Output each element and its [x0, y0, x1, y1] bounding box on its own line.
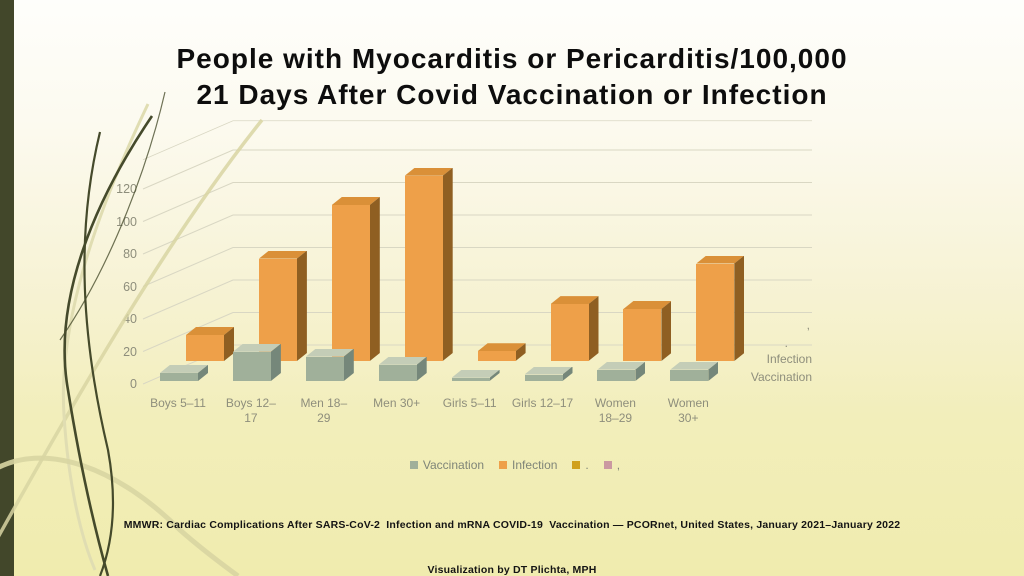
legend-item-infection: Infection [499, 458, 557, 472]
x-axis-label-men-30: Men 30+ [373, 396, 421, 410]
x-axis-label-women-18-29: Women 18–29 [594, 396, 636, 425]
chart-legend: Vaccination Infection., [200, 458, 830, 472]
bar-vaccination-men-30 [378, 357, 427, 381]
bar-vaccination-boys-12-17 [232, 344, 281, 381]
x-axis-label-girls-12-17: Girls 12–17 [511, 396, 574, 410]
bar-vaccination-women-18-29 [597, 362, 645, 381]
x-axis-label-women-30: Women 30+ [667, 396, 709, 425]
legend-swatch-vaccination [409, 461, 418, 469]
y-axis-tick-0: 0 [130, 377, 137, 391]
y-axis-tick-100: 100 [116, 214, 137, 229]
legend-item-pt: . [572, 458, 589, 472]
bar-vaccination-women-30 [670, 362, 718, 381]
x-axis-label-men-18-29: Men 18– 29 [300, 396, 348, 425]
bar-vaccination-girls-5-11 [451, 370, 500, 381]
x-axis-label-boys-5-11: Boys 5–11 [150, 396, 206, 410]
x-axis-label-girls-5-11: Girls 5–11 [442, 396, 497, 410]
legend-item-vaccination: Vaccination [409, 458, 485, 472]
depth-axis-label-infection: Infection [766, 352, 812, 366]
bar-infection-women-30 [696, 256, 744, 361]
bar-vaccination-girls-12-17 [524, 367, 573, 381]
depth-axis-label-vaccination: Vaccination [750, 370, 812, 384]
bar-infection-men-30 [404, 168, 453, 361]
depth-axis-label-pt: , [806, 318, 810, 332]
legend-label-vaccination: Vaccination [422, 458, 485, 472]
slide-title: People with Myocarditis or Pericarditis/… [176, 42, 848, 111]
legend-label-infection: Infection [512, 458, 558, 472]
bar-vaccination-men-18-29 [305, 349, 354, 381]
legend-item-pt: , [603, 458, 621, 472]
y-axis-tick-60: 60 [123, 279, 137, 294]
y-axis-tick-80: 80 [123, 247, 137, 261]
legend-swatch-infection [499, 461, 508, 469]
footer-citation: MMWR: Cardiac Complications After SARS-C… [20, 488, 1004, 576]
legend-label-pt: , [616, 458, 621, 472]
footer-credit-line: Visualization by DT Plichta, MPH [427, 564, 597, 576]
bar-infection-girls-5-11 [477, 343, 526, 361]
bar-vaccination-boys-5-11 [160, 365, 208, 381]
footer-source-line: MMWR: Cardiac Complications After SARS-C… [123, 519, 901, 531]
bar-infection-men-18-29 [331, 197, 380, 361]
x-axis-label-boys-12-17: Boys 12– 17 [225, 396, 276, 425]
legend-swatch-pt [603, 461, 612, 469]
y-axis-tick-40: 40 [123, 312, 137, 326]
y-axis-tick-20: 20 [123, 344, 137, 359]
depth-axis-label-pt: . [784, 336, 788, 350]
y-axis-tick-120: 120 [116, 182, 137, 196]
bar-infection-girls-12-17 [550, 296, 599, 361]
bar-infection-women-18-29 [623, 301, 671, 361]
legend-swatch-pt [572, 461, 581, 469]
legend-label-pt: . [585, 458, 589, 472]
bar-infection-boys-5-11 [186, 327, 234, 361]
